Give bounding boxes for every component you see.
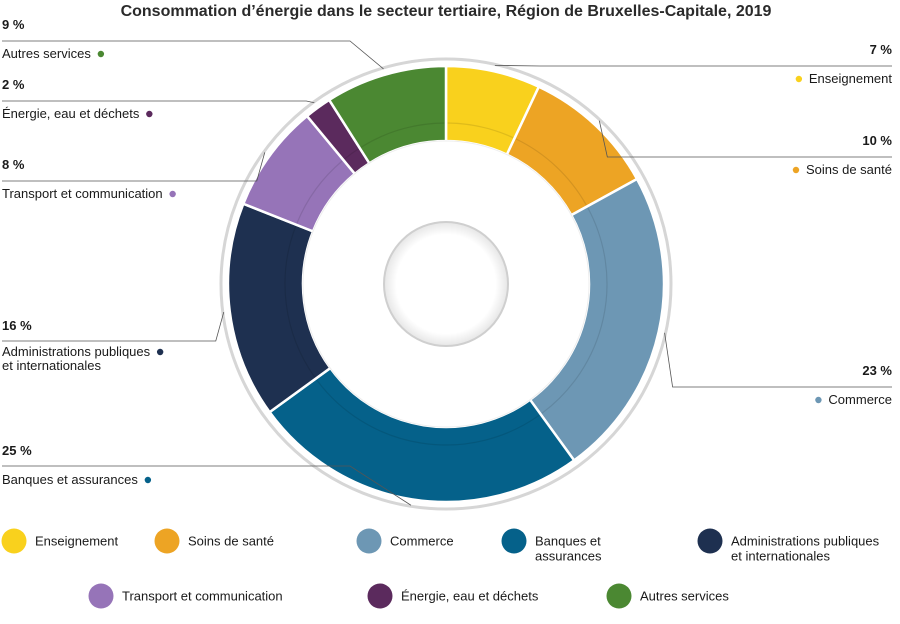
callout-marker [97,50,105,58]
legend-item-autres-services: Autres services [606,583,729,609]
slice-band-transport-et-communication [296,160,343,224]
callout-leader-line [664,332,892,388]
slice-band-energie-eau-et-dechets [344,148,359,160]
legend-swatch [367,583,393,609]
callout-commerce: 23 % Commerce [664,332,892,407]
legend-swatch [154,528,180,554]
callout-marker [156,348,164,356]
callouts: 7 % Enseignement 10 % Soins de santé 23 % Com… [2,17,893,506]
callout-value: 23 % [862,363,892,378]
donut-inner-ring [302,140,590,428]
legend-swatch [88,583,114,609]
callout-label: Transport et communication [2,186,163,201]
legend-swatch [697,528,723,554]
callout-label: Commerce [828,392,892,407]
callout-label: Administrations publiques et internationa… [2,344,151,373]
legend-item-commerce: Commerce [356,528,454,554]
callout-marker [146,110,153,118]
slice-band-administrations-publiques-et-internationales [284,226,316,378]
callout-value: 9 % [2,17,25,32]
legend-item-soins-de-sante: Soins de santé [154,528,274,554]
callout-autres-services: 9 % Autres services [2,17,384,70]
callout-banques-et-assurances: 25 % Banques et assurances [2,443,412,506]
callout-leader-line [2,40,384,70]
callout-leader-line [598,120,892,158]
callout-leader-line [2,152,266,182]
callout-leader-line [494,64,892,67]
callout-label: Énergie, eau et déchets [2,106,140,121]
slice-band-autres-services [360,122,445,148]
callout-leader-line [2,100,315,104]
legend-label: Énergie, eau et déchets [401,589,539,604]
callout-administrations-publiques-et-internationales: 16 % Administrations publiques et internat… [2,311,225,373]
slice-band-banques-et-assurances [316,379,540,446]
legend-label: Soins de santé [188,534,274,549]
legend-label: Administrations publiques et internationa… [731,534,880,564]
callout-label: Banques et assurances [2,472,138,487]
callout-marker [792,166,800,174]
legend-label: Transport et communication [122,589,283,604]
callout-marker [795,75,803,83]
legend-label: Commerce [390,534,454,549]
donut-slices [226,64,666,504]
legend-label: Banques et assurances [535,534,602,564]
callout-transport-et-communication: 8 % Transport et communication [2,152,266,201]
callout-label: Soins de santé [806,162,892,177]
callout-value: 10 % [862,133,892,148]
callout-soins-de-sante: 10 % Soins de santé [598,120,892,177]
slice-band-soins-de-sante [515,138,587,206]
slice-band-enseignement [447,122,514,139]
legend-swatch [606,583,632,609]
legend-swatch [501,528,527,554]
callout-value: 7 % [870,42,893,57]
legend-item-enseignement: Enseignement [1,528,118,554]
legend-item-banques-et-assurances: Banques et assurances [501,528,602,564]
callout-label: Autres services [2,46,91,61]
callout-marker [144,476,152,484]
callout-leader-line [2,465,412,506]
legend: Enseignement Soins de santé Commerce Banque… [1,528,880,609]
callout-marker [815,396,822,404]
callout-value: 16 % [2,318,32,333]
slice-band-commerce [541,207,608,414]
legend-swatch [356,528,382,554]
callout-leader-line [2,311,225,342]
callout-enseignement: 7 % Enseignement [494,42,893,86]
callout-marker [169,190,176,198]
legend-item-transport-et-communication: Transport et communication [88,583,283,609]
callout-label: Enseignement [809,71,892,86]
chart-title: Consommation d’énergie dans le secteur t… [121,3,772,20]
legend-label: Autres services [640,589,729,604]
callout-value: 8 % [2,157,25,172]
callout-energie-eau-et-dechets: 2 % Énergie, eau et déchets [2,77,315,121]
legend-label: Enseignement [35,534,118,549]
center-circle [383,221,509,347]
callout-value: 25 % [2,443,32,458]
callout-value: 2 % [2,77,25,92]
legend-swatch [1,528,27,554]
legend-item-energie-eau-et-dechets: Énergie, eau et déchets [367,583,539,609]
legend-item-administrations-publiques-et-internationales: Administrations publiques et internationa… [697,528,880,564]
